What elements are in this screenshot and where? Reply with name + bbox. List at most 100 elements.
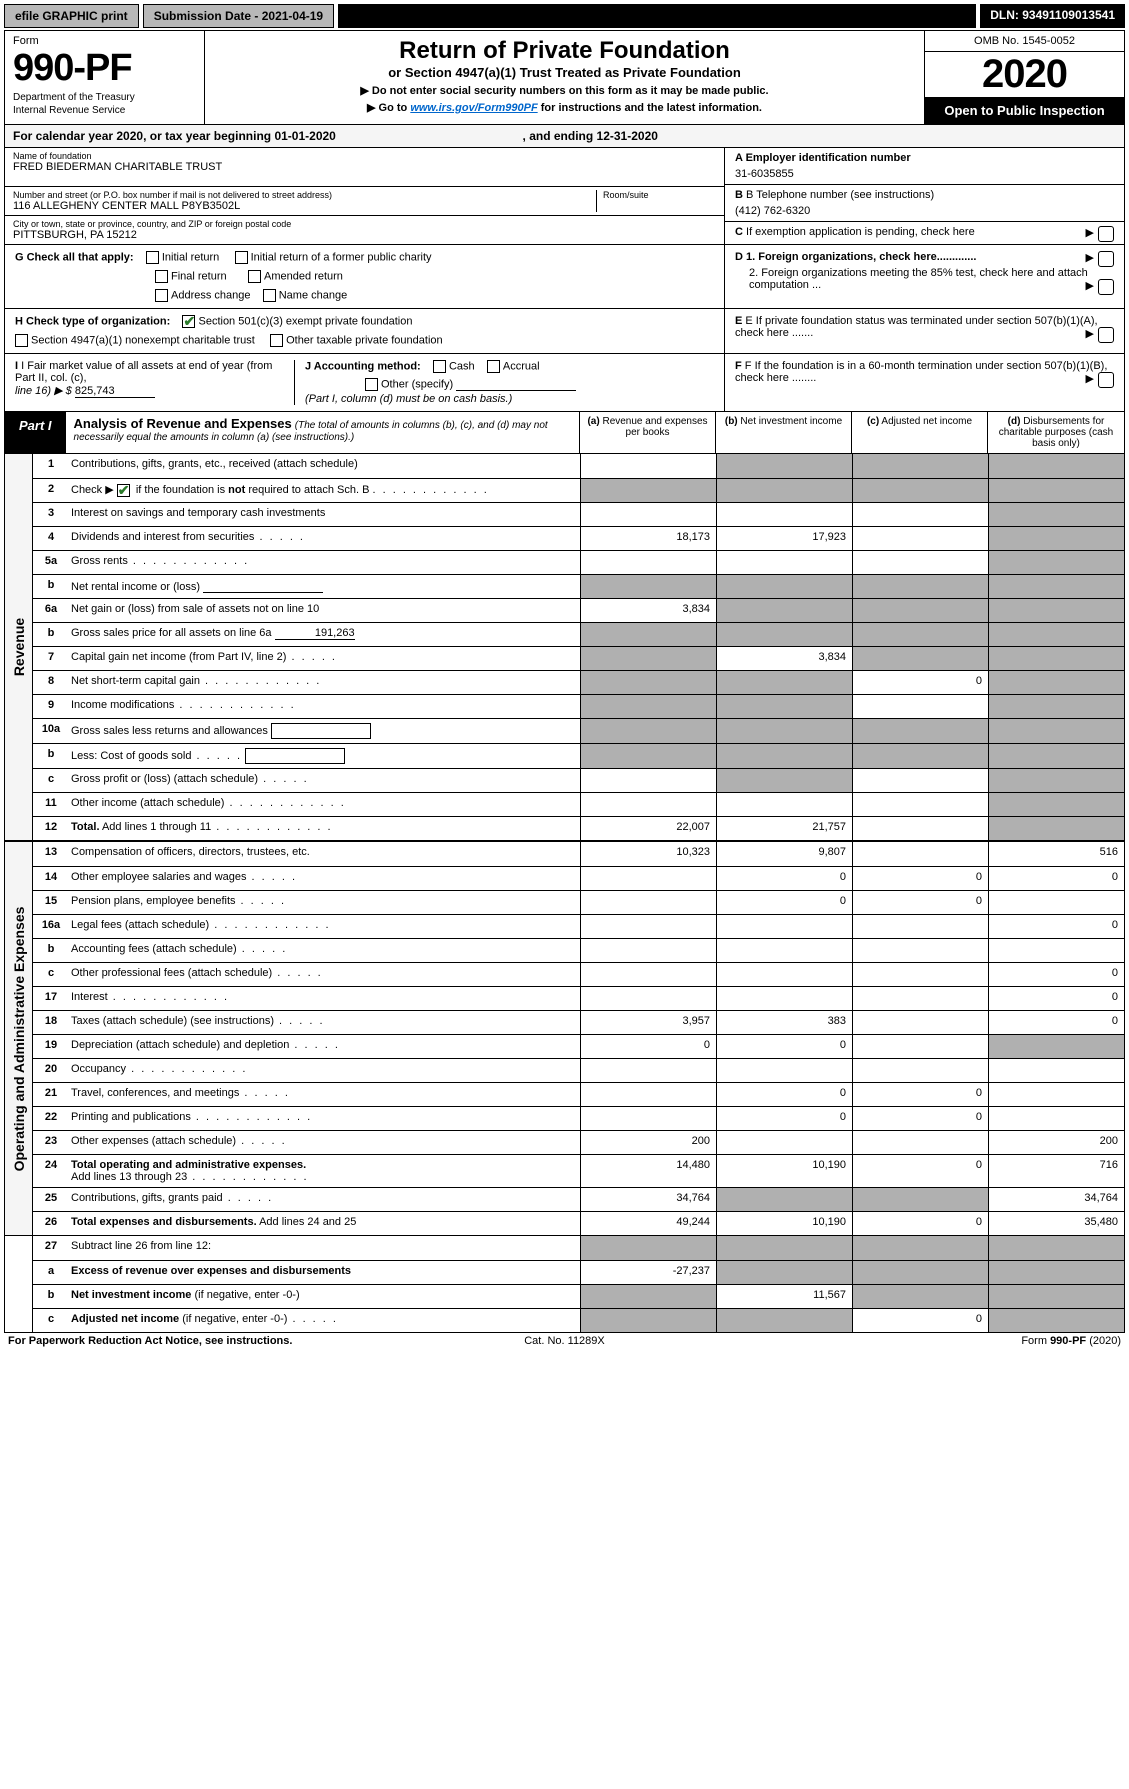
line-1-num: 1 (33, 454, 69, 478)
line-6b-a (580, 623, 716, 646)
line-27c-a (580, 1309, 716, 1332)
line-26-desc: Total expenses and disbursements. Add li… (69, 1212, 580, 1235)
line-14-d: 0 (988, 867, 1124, 890)
accrual-label: Accrual (503, 360, 540, 372)
line-22-d (988, 1107, 1124, 1130)
j-label: J Accounting method: (305, 360, 421, 372)
other-method-checkbox[interactable] (365, 378, 378, 391)
line-6b-desc: Gross sales price for all assets on line… (69, 623, 580, 646)
line-15-b: 0 (716, 891, 852, 914)
line-5b-a (580, 575, 716, 598)
other-method-input[interactable] (456, 377, 576, 391)
line-3-b (716, 503, 852, 526)
line-10b-b (716, 744, 852, 768)
expenses-side-label: Operating and Administrative Expenses (5, 842, 33, 1235)
line-5a-d (988, 551, 1124, 574)
line-6b-value: 191,263 (275, 627, 355, 640)
line-14-desc: Other employee salaries and wages (69, 867, 580, 890)
line-25-c (852, 1188, 988, 1211)
line-6a-c (852, 599, 988, 622)
line-20-num: 20 (33, 1059, 69, 1082)
cash-checkbox[interactable] (433, 360, 446, 373)
top-bar-spacer (338, 4, 976, 28)
line-5b-input[interactable] (203, 579, 323, 593)
line-8-b (716, 671, 852, 694)
line-1-d (988, 454, 1124, 478)
line-23-a: 200 (580, 1131, 716, 1154)
line-16a-desc: Legal fees (attach schedule) (69, 915, 580, 938)
line-25-desc: Contributions, gifts, grants paid (69, 1188, 580, 1211)
d2-checkbox[interactable] (1098, 279, 1114, 295)
calendar-year-row: For calendar year 2020, or tax year begi… (5, 125, 1124, 148)
col-b-header: (b) Net investment income (716, 412, 852, 453)
line-27a-b (716, 1261, 852, 1284)
line-10a-box[interactable] (271, 723, 371, 739)
revenue-side-label: Revenue (5, 454, 33, 840)
line-22-c: 0 (852, 1107, 988, 1130)
d1-checkbox[interactable] (1098, 251, 1114, 267)
line-20-b (716, 1059, 852, 1082)
f-checkbox[interactable] (1098, 372, 1114, 388)
line-27b-c (852, 1285, 988, 1308)
line-27a-a: -27,237 (580, 1261, 716, 1284)
line-13-desc: Compensation of officers, directors, tru… (69, 842, 580, 866)
line-24-desc: Total operating and administrative expen… (69, 1155, 580, 1187)
form-subtitle: or Section 4947(a)(1) Trust Treated as P… (215, 65, 914, 80)
line-16c-desc: Other professional fees (attach schedule… (69, 963, 580, 986)
foundation-name: FRED BIEDERMAN CHARITABLE TRUST (13, 161, 716, 173)
line-27c-desc: Adjusted net income (if negative, enter … (69, 1309, 580, 1332)
line-14-c: 0 (852, 867, 988, 890)
line-16b-desc: Accounting fees (attach schedule) (69, 939, 580, 962)
line-27a-num: a (33, 1261, 69, 1284)
amended-return-checkbox[interactable] (248, 270, 261, 283)
other-taxable-checkbox[interactable] (270, 334, 283, 347)
line-6b-c (852, 623, 988, 646)
e-checkbox[interactable] (1098, 327, 1114, 343)
instr-link-pre: ▶ Go to (367, 102, 410, 114)
line-22-b: 0 (716, 1107, 852, 1130)
irs-link-text: www.irs.gov/Form990PF (410, 102, 537, 114)
line-27-num: 27 (33, 1236, 69, 1260)
address-change-checkbox[interactable] (155, 289, 168, 302)
line-19-c (852, 1035, 988, 1058)
sch-b-checkbox[interactable] (117, 484, 130, 497)
line-15-d (988, 891, 1124, 914)
line-12-b: 21,757 (716, 817, 852, 840)
efile-print-button[interactable]: efile GRAPHIC print (4, 4, 139, 28)
name-change-checkbox[interactable] (263, 289, 276, 302)
line-23-c (852, 1131, 988, 1154)
accrual-checkbox[interactable] (487, 360, 500, 373)
line-10c-num: c (33, 769, 69, 792)
line-21-b: 0 (716, 1083, 852, 1106)
line-4-d (988, 527, 1124, 550)
initial-return-checkbox[interactable] (146, 251, 159, 264)
line-11-desc: Other income (attach schedule) (69, 793, 580, 816)
line-27b-desc: Net investment income (if negative, ente… (69, 1285, 580, 1308)
501c3-checkbox[interactable] (182, 315, 195, 328)
line-17-b (716, 987, 852, 1010)
line-3-a (580, 503, 716, 526)
open-to-public: Open to Public Inspection (925, 97, 1124, 124)
initial-former-charity-checkbox[interactable] (235, 251, 248, 264)
line-3-desc: Interest on savings and temporary cash i… (69, 503, 580, 526)
d1-label: D 1. Foreign organizations, check here..… (735, 251, 976, 263)
line-16c-d: 0 (988, 963, 1124, 986)
line-18-c (852, 1011, 988, 1034)
final-return-checkbox[interactable] (155, 270, 168, 283)
line-26-c: 0 (852, 1212, 988, 1235)
submission-date-label: Submission Date - (154, 9, 262, 23)
dln-box: DLN: 93491109013541 (980, 4, 1125, 28)
line-17-d: 0 (988, 987, 1124, 1010)
line-5a-a (580, 551, 716, 574)
line-25-b (716, 1188, 852, 1211)
line-9-d (988, 695, 1124, 718)
irs-link[interactable]: www.irs.gov/Form990PF (410, 102, 537, 114)
other-taxable-label: Other taxable private foundation (286, 334, 443, 346)
line-21-d (988, 1083, 1124, 1106)
line-24-b: 10,190 (716, 1155, 852, 1187)
line-10a-c (852, 719, 988, 743)
exemption-pending-checkbox[interactable] (1098, 226, 1114, 242)
footer-form-ref: Form 990-PF (2020) (750, 1335, 1121, 1347)
line-10b-box[interactable] (245, 748, 345, 764)
4947a1-checkbox[interactable] (15, 334, 28, 347)
